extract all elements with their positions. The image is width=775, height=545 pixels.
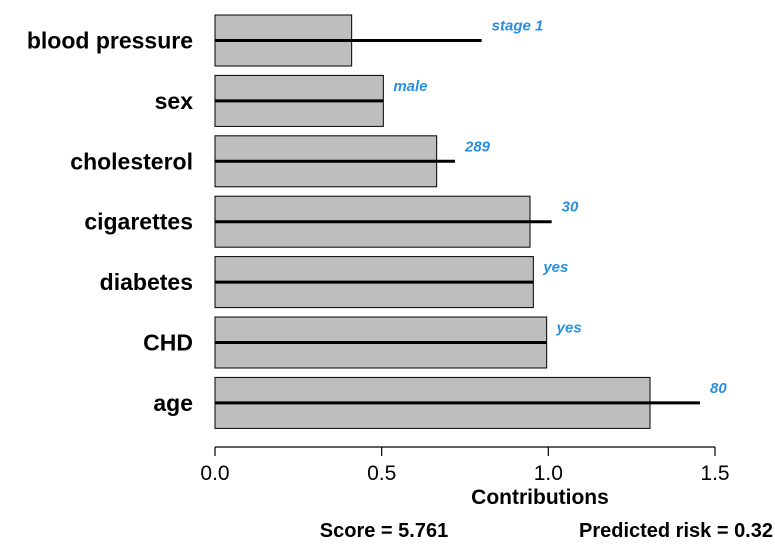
category-label-diabetes: diabetes xyxy=(100,269,193,295)
category-label-blood-pressure: blood pressure xyxy=(27,28,193,54)
value-label-sex: male xyxy=(393,78,427,95)
category-label-sex: sex xyxy=(155,88,194,114)
category-label-cholesterol: cholesterol xyxy=(70,148,193,174)
value-label-cigarettes: 30 xyxy=(562,199,579,216)
x-tick-label-1-0: 1.0 xyxy=(534,462,563,485)
value-label-chd: yes xyxy=(556,320,582,337)
x-tick-label-0-0: 0.0 xyxy=(200,462,229,485)
category-label-chd: CHD xyxy=(143,330,193,356)
x-tick-label-0-5: 0.5 xyxy=(367,462,396,485)
predicted-risk-text: Predicted risk = 0.32 xyxy=(579,520,773,542)
value-label-cholesterol: 289 xyxy=(464,138,491,155)
value-label-age: 80 xyxy=(710,380,727,397)
value-label-blood-pressure: stage 1 xyxy=(492,18,544,35)
x-axis: 0.0 0.5 1.0 1.5 xyxy=(200,446,730,485)
category-label-age: age xyxy=(153,390,193,416)
value-label-diabetes: yes xyxy=(542,259,568,276)
category-label-cigarettes: cigarettes xyxy=(84,209,193,235)
x-axis-title: Contributions xyxy=(471,486,609,509)
x-tick-label-1-5: 1.5 xyxy=(700,462,729,485)
bars-layer: blood pressure stage 1 sex male cholesterol 2… xyxy=(27,14,727,429)
score-text: Score = 5.761 xyxy=(320,520,448,542)
